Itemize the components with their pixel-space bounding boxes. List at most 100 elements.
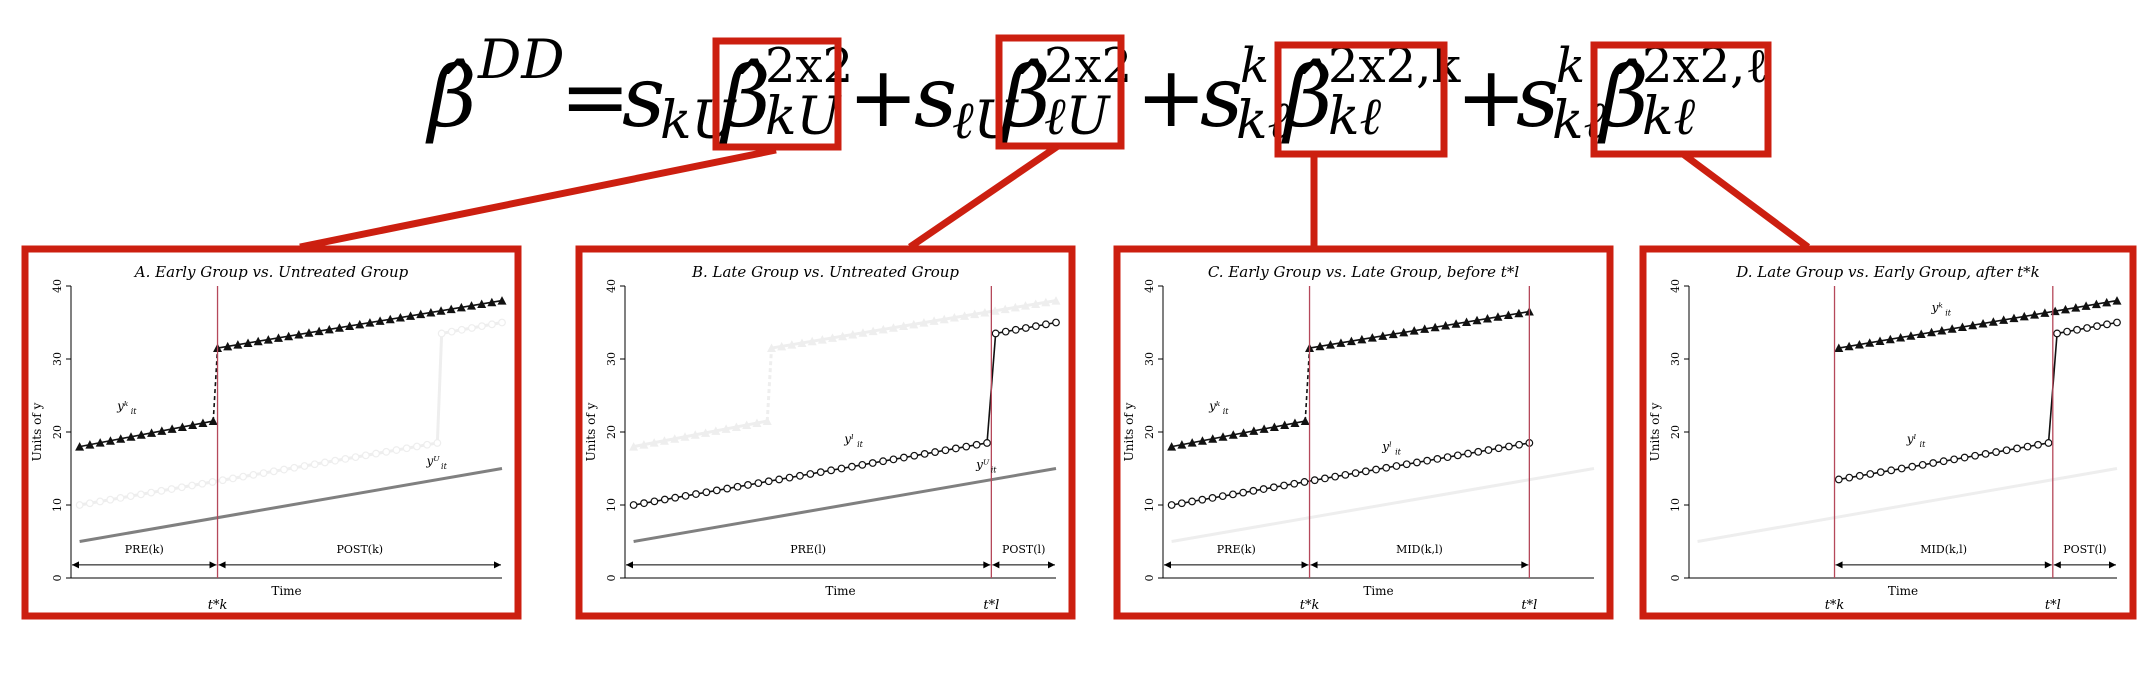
term3-weight: s bbox=[1200, 48, 1243, 146]
data-point bbox=[341, 455, 350, 463]
series-early bbox=[75, 296, 507, 451]
term3-weight-superscript: k bbox=[1240, 38, 1269, 94]
series-untreated bbox=[1171, 467, 1595, 543]
data-point bbox=[1929, 459, 1938, 467]
data-point bbox=[817, 335, 827, 344]
data-point bbox=[764, 477, 773, 486]
series-line bbox=[633, 467, 1057, 543]
series-early bbox=[1167, 307, 1534, 451]
term2-beta: β̂ bbox=[999, 48, 1051, 146]
data-point bbox=[1208, 434, 1218, 443]
data-point bbox=[269, 467, 278, 476]
data-point bbox=[1409, 326, 1419, 335]
data-point bbox=[497, 296, 507, 305]
treatment-label: t*l bbox=[983, 598, 999, 613]
y-axis-label: Units of y bbox=[30, 402, 44, 461]
x-axis-label: Time bbox=[1363, 584, 1393, 598]
data-point bbox=[1269, 483, 1278, 492]
data-point bbox=[1464, 449, 1472, 458]
data-point bbox=[1939, 457, 1948, 466]
data-point bbox=[355, 319, 365, 329]
data-point bbox=[1177, 440, 1187, 449]
data-point bbox=[1988, 317, 1998, 326]
data-point bbox=[314, 326, 324, 336]
data-point bbox=[1855, 471, 1864, 480]
period-label: PRE(l) bbox=[790, 543, 826, 556]
data-point bbox=[1021, 301, 1031, 310]
treatment-label: t*l bbox=[1521, 598, 1537, 613]
data-point bbox=[787, 340, 797, 349]
data-point bbox=[2009, 313, 2019, 323]
data-point bbox=[395, 313, 405, 322]
data-point bbox=[385, 314, 395, 324]
data-point bbox=[126, 492, 135, 501]
data-point bbox=[1357, 334, 1367, 344]
data-point bbox=[1041, 297, 1051, 307]
data-point bbox=[807, 336, 817, 346]
y-axis-label: Units of y bbox=[584, 402, 598, 461]
treatment-label: t*k bbox=[1300, 598, 1320, 613]
data-point bbox=[1341, 470, 1350, 479]
highlight-box-2 bbox=[995, 34, 1125, 150]
series-late bbox=[75, 318, 506, 509]
data-point bbox=[167, 424, 177, 433]
data-point bbox=[785, 473, 794, 482]
data-point bbox=[1399, 327, 1409, 337]
data-point bbox=[85, 499, 94, 508]
data-point bbox=[1031, 322, 1040, 331]
data-point bbox=[157, 486, 166, 495]
data-point bbox=[650, 497, 659, 506]
data-point bbox=[991, 329, 1000, 338]
y-tick-label: 10 bbox=[51, 498, 64, 512]
data-point bbox=[1423, 456, 1432, 465]
data-point bbox=[2023, 442, 2032, 451]
series-line bbox=[79, 467, 503, 543]
panel-b: B. Late Group vs. Untreated Group 0 10 20 30… bbox=[575, 245, 1076, 620]
data-point bbox=[1950, 455, 1959, 464]
connector-4 bbox=[1680, 151, 1811, 250]
term2-weight-subscript: ℓU bbox=[952, 91, 1020, 151]
connector-1 bbox=[299, 146, 777, 251]
data-point bbox=[879, 457, 887, 466]
data-point bbox=[629, 442, 639, 451]
series-label: yˡ bbox=[1381, 439, 1392, 453]
highlight-box-1 bbox=[712, 37, 842, 151]
data-point bbox=[960, 311, 970, 320]
data-point bbox=[1854, 340, 1864, 349]
y-tick-label: 40 bbox=[1143, 279, 1156, 293]
data-point bbox=[1494, 444, 1503, 453]
y-tick-label: 30 bbox=[1669, 352, 1682, 366]
series-late bbox=[1167, 439, 1534, 509]
data-point bbox=[1382, 463, 1391, 472]
data-point bbox=[1351, 469, 1360, 477]
data-point bbox=[1960, 453, 1969, 462]
series-early bbox=[629, 296, 1061, 451]
series-label-subscript: it bbox=[1920, 440, 1927, 449]
data-point bbox=[116, 494, 125, 502]
data-point bbox=[1937, 325, 1947, 335]
data-point bbox=[188, 420, 198, 429]
series-label: yᵏ bbox=[116, 399, 129, 413]
period-arrowhead-right bbox=[2109, 561, 2116, 569]
data-point bbox=[1000, 304, 1010, 314]
data-point bbox=[868, 459, 877, 467]
data-point bbox=[1290, 479, 1299, 488]
data-point bbox=[1896, 333, 1906, 342]
period-arrowhead-right bbox=[1048, 561, 1055, 569]
treatment-label: t*k bbox=[1825, 598, 1845, 613]
data-point bbox=[1392, 462, 1401, 470]
equation-lhs-superscript: DD bbox=[477, 28, 565, 91]
data-point bbox=[838, 331, 848, 341]
series-untreated bbox=[1697, 467, 2118, 543]
data-point bbox=[406, 311, 416, 320]
y-tick-label: 40 bbox=[51, 279, 64, 293]
data-point bbox=[467, 301, 477, 310]
period-arrowhead-left bbox=[992, 561, 1000, 569]
series-label-subscript: it bbox=[991, 466, 998, 475]
data-point bbox=[868, 326, 878, 336]
data-point bbox=[1433, 455, 1442, 463]
panel-d: D. Late Group vs. Early Group, after t*k… bbox=[1639, 245, 2137, 620]
data-point bbox=[273, 333, 283, 342]
data-point bbox=[888, 323, 898, 332]
data-point bbox=[1208, 494, 1217, 502]
